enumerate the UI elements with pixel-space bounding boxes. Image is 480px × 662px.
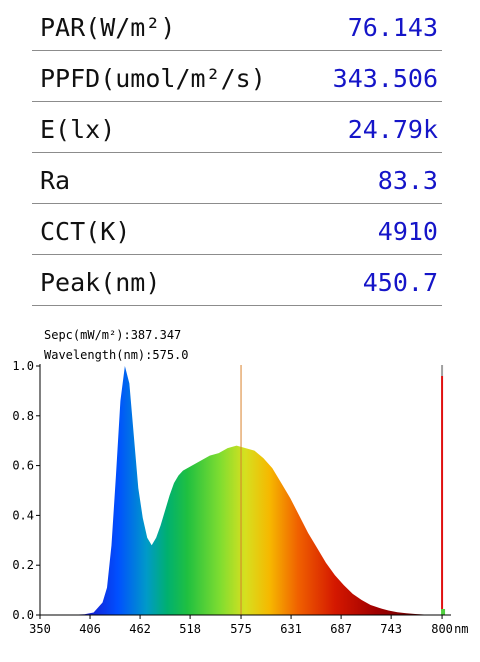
metric-label: CCT(K) [40, 217, 131, 246]
y-tick-label: 0.2 [12, 558, 34, 572]
spec-readout: Sepc(mW/m²):387.347 [44, 328, 181, 342]
y-tick-label: 0.0 [12, 608, 34, 622]
metric-value: 4910 [377, 217, 438, 246]
end-marker-foot [441, 609, 446, 615]
metric-row-ppfd: PPFD(umol/m²/s) 343.506 [32, 51, 442, 102]
x-unit-label: nm [454, 622, 468, 636]
x-tick-label: 575 [230, 622, 252, 636]
metric-label: PPFD(umol/m²/s) [40, 64, 266, 93]
metric-label: Peak(nm) [40, 268, 161, 297]
metric-row-par: PAR(W/m²) 76.143 [32, 0, 442, 51]
x-tick-label: 800 [431, 622, 453, 636]
x-tick-label: 743 [380, 622, 402, 636]
x-tick-label: 687 [330, 622, 352, 636]
metric-row-ra: Ra 83.3 [32, 153, 442, 204]
y-tick-label: 0.4 [12, 508, 34, 522]
metric-label: Ra [40, 166, 71, 195]
metric-value: 24.79k [347, 115, 438, 144]
metric-row-cct: CCT(K) 4910 [32, 204, 442, 255]
metric-value: 343.506 [332, 64, 438, 93]
metric-label: PAR(W/m²) [40, 13, 176, 42]
wavelength-readout: Wavelength(nm):575.0 [44, 348, 189, 362]
metric-value: 450.7 [362, 268, 438, 297]
x-tick-label: 350 [29, 622, 51, 636]
metric-value: 76.143 [347, 13, 438, 42]
metrics-table: PAR(W/m²) 76.143 PPFD(umol/m²/s) 343.506… [32, 0, 442, 306]
y-tick-label: 0.6 [12, 459, 34, 473]
spectrum-chart[interactable]: Sepc(mW/m²):387.347 Wavelength(nm):575.0… [0, 318, 480, 662]
metric-row-illuminance: E(lx) 24.79k [32, 102, 442, 153]
plot-area: 0.0 0.2 0.4 0.6 0.8 1.0 350 406 462 518 575 631 687 7… [12, 359, 468, 636]
y-tick-label: 1.0 [12, 359, 34, 373]
metric-label: E(lx) [40, 115, 116, 144]
x-tick-label: 518 [179, 622, 201, 636]
x-tick-label: 406 [79, 622, 101, 636]
y-tick-label: 0.8 [12, 409, 34, 423]
metric-value: 83.3 [377, 166, 438, 195]
x-tick-label: 462 [129, 622, 151, 636]
metric-row-peak: Peak(nm) 450.7 [32, 255, 442, 306]
x-tick-label: 631 [280, 622, 302, 636]
